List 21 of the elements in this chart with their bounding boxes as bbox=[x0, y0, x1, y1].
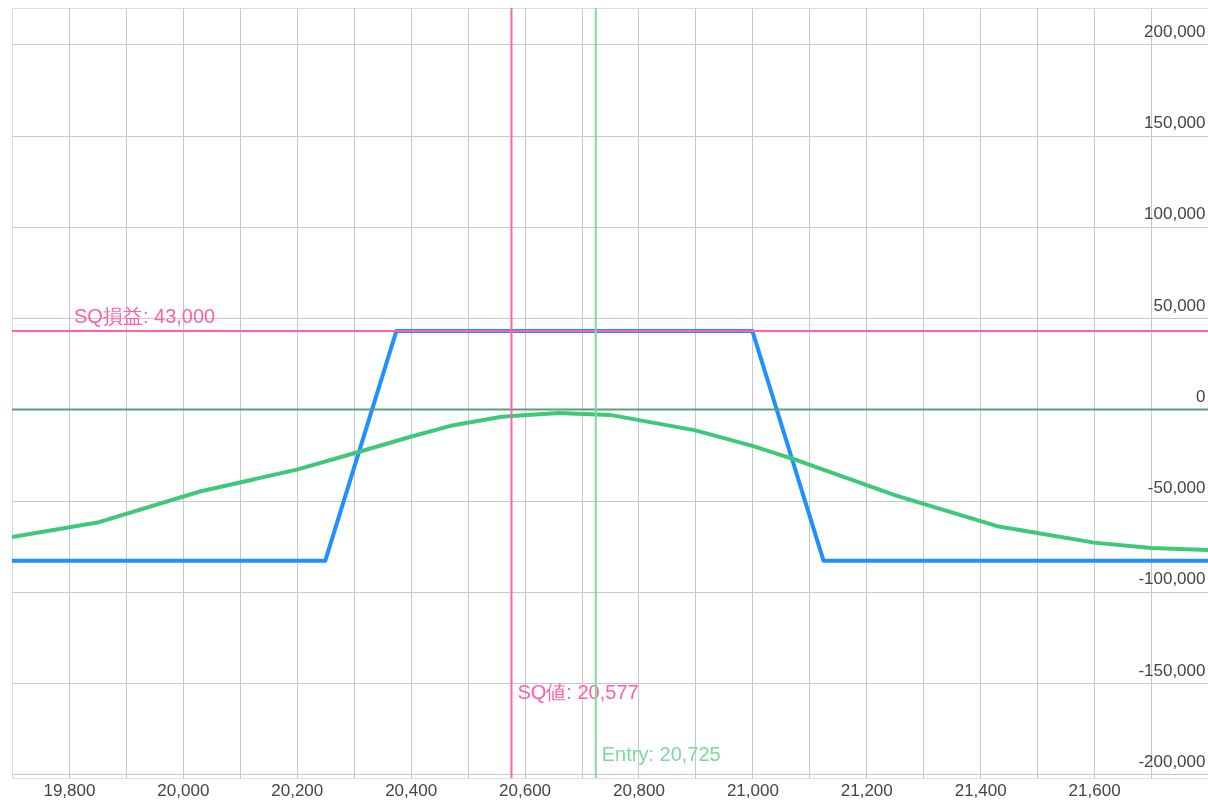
y-tick-label: 150,000 bbox=[1144, 113, 1206, 133]
x-tick-label: 19,800 bbox=[43, 780, 96, 800]
ref-line-label: SQ損益: 43,000 bbox=[74, 304, 216, 327]
y-tick-label: -50,000 bbox=[1147, 478, 1206, 498]
y-tick-label: 0 bbox=[1196, 386, 1206, 406]
y-tick-label: 100,000 bbox=[1144, 204, 1206, 224]
y-tick-label: -200,000 bbox=[1138, 751, 1206, 771]
y-tick-label: -100,000 bbox=[1138, 569, 1206, 589]
x-tick-label: 21,200 bbox=[840, 780, 893, 800]
x-tick-label: 20,000 bbox=[157, 780, 210, 800]
y-tick-label: 50,000 bbox=[1153, 295, 1206, 315]
ref-line-label: Entry: 20,725 bbox=[601, 743, 721, 765]
x-tick-label: 20,800 bbox=[612, 780, 665, 800]
x-tick-label: 20,600 bbox=[499, 780, 552, 800]
y-tick-label: 200,000 bbox=[1144, 21, 1206, 41]
x-tick-label: 20,200 bbox=[271, 780, 324, 800]
x-tick-label: 20,400 bbox=[385, 780, 438, 800]
x-tick-label: 21,400 bbox=[954, 780, 1007, 800]
x-tick-label: 21,000 bbox=[726, 780, 779, 800]
y-tick-label: -150,000 bbox=[1138, 660, 1206, 680]
x-tick-label: 21,600 bbox=[1068, 780, 1121, 800]
